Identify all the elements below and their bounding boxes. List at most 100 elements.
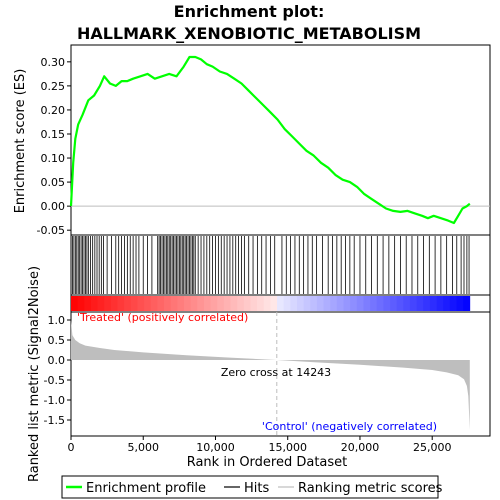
rank-color-bar [70, 294, 491, 313]
legend-hits-label: Hits [244, 481, 269, 496]
rank-bar-cell [423, 296, 431, 311]
rank-bar-cell [277, 296, 285, 311]
enrichment-profile-line [69, 55, 471, 225]
metric-y-axis-label: Ranked list metric (Signal2Noise) [27, 266, 42, 482]
hits-panel-frame [70, 234, 491, 296]
rank-bar-cell [97, 296, 105, 311]
rank-bar-cell [436, 296, 444, 311]
metric-panel-frame [70, 311, 491, 437]
es-y-tick-label: 0.25 [41, 80, 66, 93]
rank-bar-cell [243, 296, 251, 311]
rank-bar-cell [203, 296, 211, 311]
x-tick-label: 20,000 [341, 441, 380, 454]
chart-title-line2: HALLMARK_XENOBIOTIC_METABOLISM [77, 24, 421, 43]
rank-bar-cell [463, 296, 471, 311]
es-y-tick-label: -0.05 [37, 224, 65, 237]
rank-bar-cell [117, 296, 125, 311]
x-tick-label: 0 [68, 441, 75, 454]
metric-y-tick-label: 0.0 [48, 354, 66, 367]
es-y-tick-label: 0.15 [41, 128, 66, 141]
rank-bar-cell [164, 296, 172, 311]
rank-bar-cell [376, 296, 384, 311]
rank-bar-cell [383, 296, 391, 311]
rank-bar-cell [183, 296, 192, 311]
rank-bar-cell [303, 296, 311, 311]
rank-bar-cell [310, 296, 318, 311]
metric-y-tick-label: -1.5 [44, 414, 65, 427]
treated-label: 'Treated' (positively correlated) [77, 311, 248, 324]
rank-bar-cell [137, 296, 145, 311]
metric-panel: 1.0 0.5 0.0 -0.5 -1.0 -1.5 Zero cross at 1424… [44, 311, 491, 437]
x-tick-label: 10,000 [196, 441, 235, 454]
rank-bar-cell [416, 296, 424, 311]
legend-enrichment-label: Enrichment profile [86, 481, 206, 496]
metric-y-tick-label: -1.0 [44, 394, 65, 407]
rank-bar-cell [323, 296, 331, 311]
rank-bar-cell [130, 296, 138, 311]
rank-bar-cell [363, 296, 371, 311]
chart-title-line1: Enrichment plot: [174, 2, 325, 21]
rank-bar-cell [197, 296, 205, 311]
rank-bar-cell [157, 296, 165, 311]
x-tick-label: 5,000 [127, 441, 159, 454]
x-axis-label: Rank in Ordered Dataset [187, 455, 348, 470]
es-y-tick-label: 0.20 [41, 104, 66, 117]
x-tick-label: 25,000 [413, 441, 452, 454]
es-y-tick-label: 0.00 [41, 200, 66, 213]
rank-bar-cell [403, 296, 411, 311]
control-label: 'Control' (negatively correlated) [262, 420, 437, 433]
rank-bar-cell [210, 296, 218, 311]
hits-panel [70, 234, 491, 296]
rank-bar-cell [71, 296, 79, 311]
rank-bar-cell [283, 296, 291, 311]
rank-bar-cell [150, 296, 158, 311]
rank-bar-cell [84, 296, 92, 311]
rank-bar-cell [217, 296, 225, 311]
rank-bar-cell [124, 296, 132, 311]
rank-bar-cell [144, 296, 152, 311]
es-y-tick-label: 0.05 [41, 176, 66, 189]
rank-bar-cell [290, 296, 298, 311]
rank-bar-cell [257, 296, 265, 311]
rank-bar-cell [250, 296, 258, 311]
rank-bar-cell [429, 296, 437, 311]
rank-bar-cell [370, 296, 378, 311]
rank-bar-cell [177, 296, 185, 311]
rank-bar-cell [456, 296, 464, 311]
rank-bar-cell [350, 296, 358, 311]
rank-bar-cell [77, 296, 85, 311]
rank-bar-cell [230, 296, 238, 311]
es-y-tick-label: 0.30 [41, 56, 66, 69]
rank-bar-cell [330, 296, 338, 311]
rank-bar-cell [270, 296, 278, 311]
es-y-axis-label: Enrichment score (ES) [13, 69, 28, 214]
rank-bar-cell [170, 296, 178, 311]
metric-y-tick-label: 0.5 [48, 334, 66, 347]
legend-frame [61, 475, 439, 499]
rank-bar-cell [443, 296, 451, 311]
rank-bar-cell [104, 296, 112, 311]
rank-bar-cell [356, 296, 364, 311]
es-y-tick-label: 0.10 [41, 152, 66, 165]
metric-y-tick-label: -0.5 [44, 374, 65, 387]
x-tick-label: 15,000 [268, 441, 307, 454]
rank-bar-cell [190, 296, 198, 311]
es-panel: -0.05 0.00 0.05 0.10 0.15 0.20 0.25 0.30 [37, 44, 491, 237]
rank-bar-cell [336, 296, 344, 311]
legend-metric-label: Ranking metric scores [298, 481, 443, 496]
rank-bar-cell [237, 296, 245, 311]
legend: Enrichment profile Hits Ranking metric s… [61, 475, 443, 499]
rank-bar-cell [449, 296, 457, 311]
zero-cross-label: Zero cross at 14243 [221, 366, 331, 379]
rank-bar-cell [296, 296, 305, 311]
rank-bar-cell [409, 296, 418, 311]
rank-bar-cell [390, 296, 398, 311]
rank-bar-cell [90, 296, 98, 311]
rank-bar-cell [316, 296, 324, 311]
rank-bar-cell [110, 296, 118, 311]
metric-y-tick-label: 1.0 [48, 314, 66, 327]
rank-bar-cell [343, 296, 351, 311]
rank-bar-cell [223, 296, 231, 311]
rank-bar-cell [396, 296, 404, 311]
